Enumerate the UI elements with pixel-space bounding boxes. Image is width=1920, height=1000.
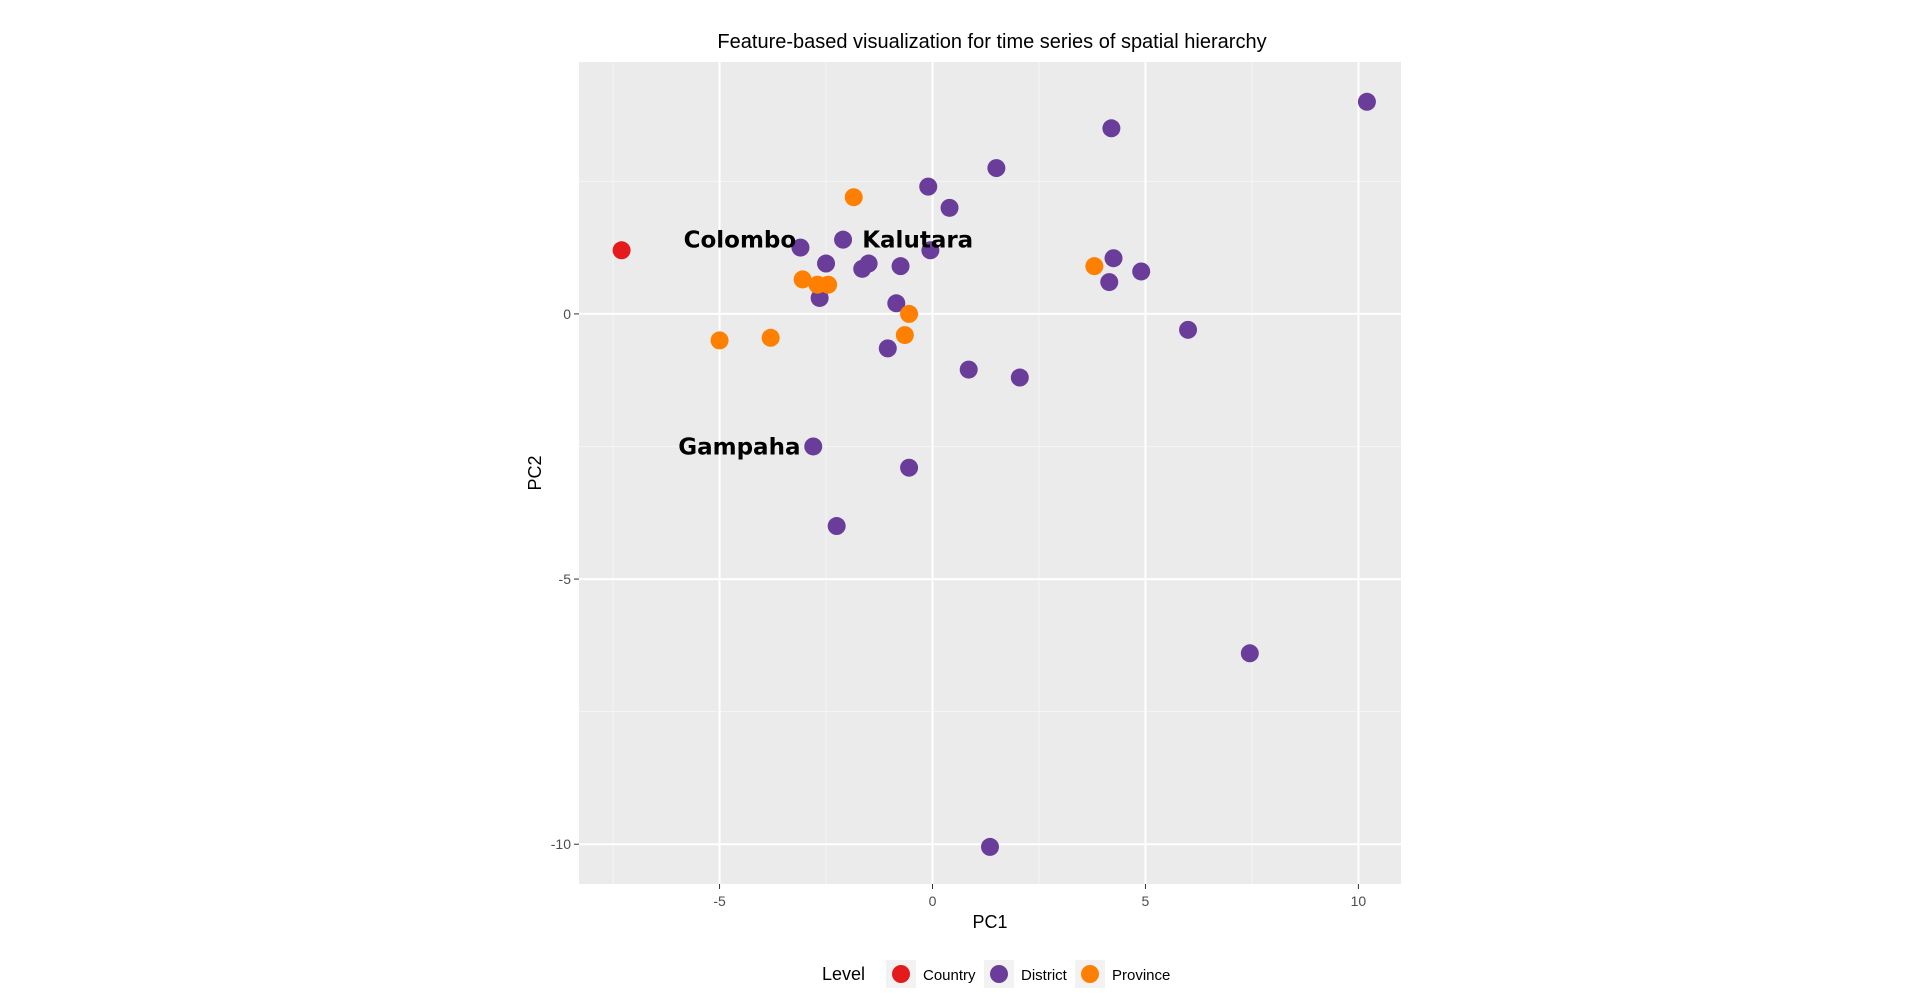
grid-lines xyxy=(579,62,1401,884)
district-point xyxy=(1104,249,1123,268)
y-tick-label: -5 xyxy=(559,571,572,587)
legend-title: Level xyxy=(822,964,865,984)
annotation-colombo: Colombo xyxy=(684,228,797,254)
district-point xyxy=(1132,262,1151,281)
district-point xyxy=(827,517,846,536)
legend-items: Country District Province xyxy=(886,960,1170,988)
district-point xyxy=(959,360,978,379)
district-point xyxy=(853,259,872,278)
province-point xyxy=(900,304,919,323)
district-point xyxy=(817,254,836,273)
plot-panel xyxy=(579,62,1401,884)
district-point xyxy=(1179,320,1198,339)
district-point xyxy=(1357,92,1376,111)
legend: Level Country District Province xyxy=(822,960,1170,988)
x-tick-label: -5 xyxy=(713,893,726,909)
y-axis-ticks: -10 -5 0 xyxy=(551,306,579,852)
point-annotations: Colombo Kalutara Gampaha xyxy=(678,228,973,461)
country-point xyxy=(612,241,631,260)
district-point xyxy=(921,241,940,260)
y-axis-title: PC2 xyxy=(525,455,545,490)
district-point xyxy=(1010,368,1029,387)
district-point xyxy=(987,159,1006,178)
district-point xyxy=(919,177,938,196)
district-point xyxy=(804,437,823,456)
district-point xyxy=(1100,273,1119,292)
data-points xyxy=(612,92,1376,856)
legend-swatch-country xyxy=(892,965,910,983)
legend-swatch-district xyxy=(990,965,1008,983)
y-tick-label: 0 xyxy=(563,306,571,322)
province-point xyxy=(793,270,812,289)
district-point xyxy=(940,198,959,217)
province-point xyxy=(895,326,914,345)
annotation-gampaha: Gampaha xyxy=(678,434,800,460)
x-tick-label: 0 xyxy=(929,893,937,909)
district-point xyxy=(834,230,853,249)
district-point xyxy=(1102,119,1121,138)
x-tick-label: 5 xyxy=(1142,893,1150,909)
legend-label-district: District xyxy=(1021,967,1068,984)
district-point xyxy=(1240,644,1259,663)
district-point xyxy=(810,288,829,307)
chart-title: Feature-based visualization for time ser… xyxy=(717,31,1266,53)
district-point xyxy=(891,257,910,276)
district-point xyxy=(900,458,919,477)
district-point xyxy=(887,294,906,313)
x-tick-label: 10 xyxy=(1351,893,1367,909)
province-point xyxy=(1085,257,1104,276)
province-point xyxy=(844,188,863,207)
district-point xyxy=(878,339,897,358)
legend-label-country: Country xyxy=(923,967,976,984)
annotation-kalutara: Kalutara xyxy=(862,228,973,254)
y-tick-label: -10 xyxy=(551,836,571,852)
x-axis-ticks: -5 0 5 10 xyxy=(713,884,1366,909)
district-point xyxy=(791,238,810,257)
legend-label-province: Province xyxy=(1112,967,1170,984)
district-point xyxy=(981,837,999,856)
x-axis-title: PC1 xyxy=(972,912,1007,932)
province-point xyxy=(710,331,729,350)
province-point xyxy=(819,275,838,294)
province-point xyxy=(761,328,780,347)
legend-swatch-province xyxy=(1081,965,1099,983)
